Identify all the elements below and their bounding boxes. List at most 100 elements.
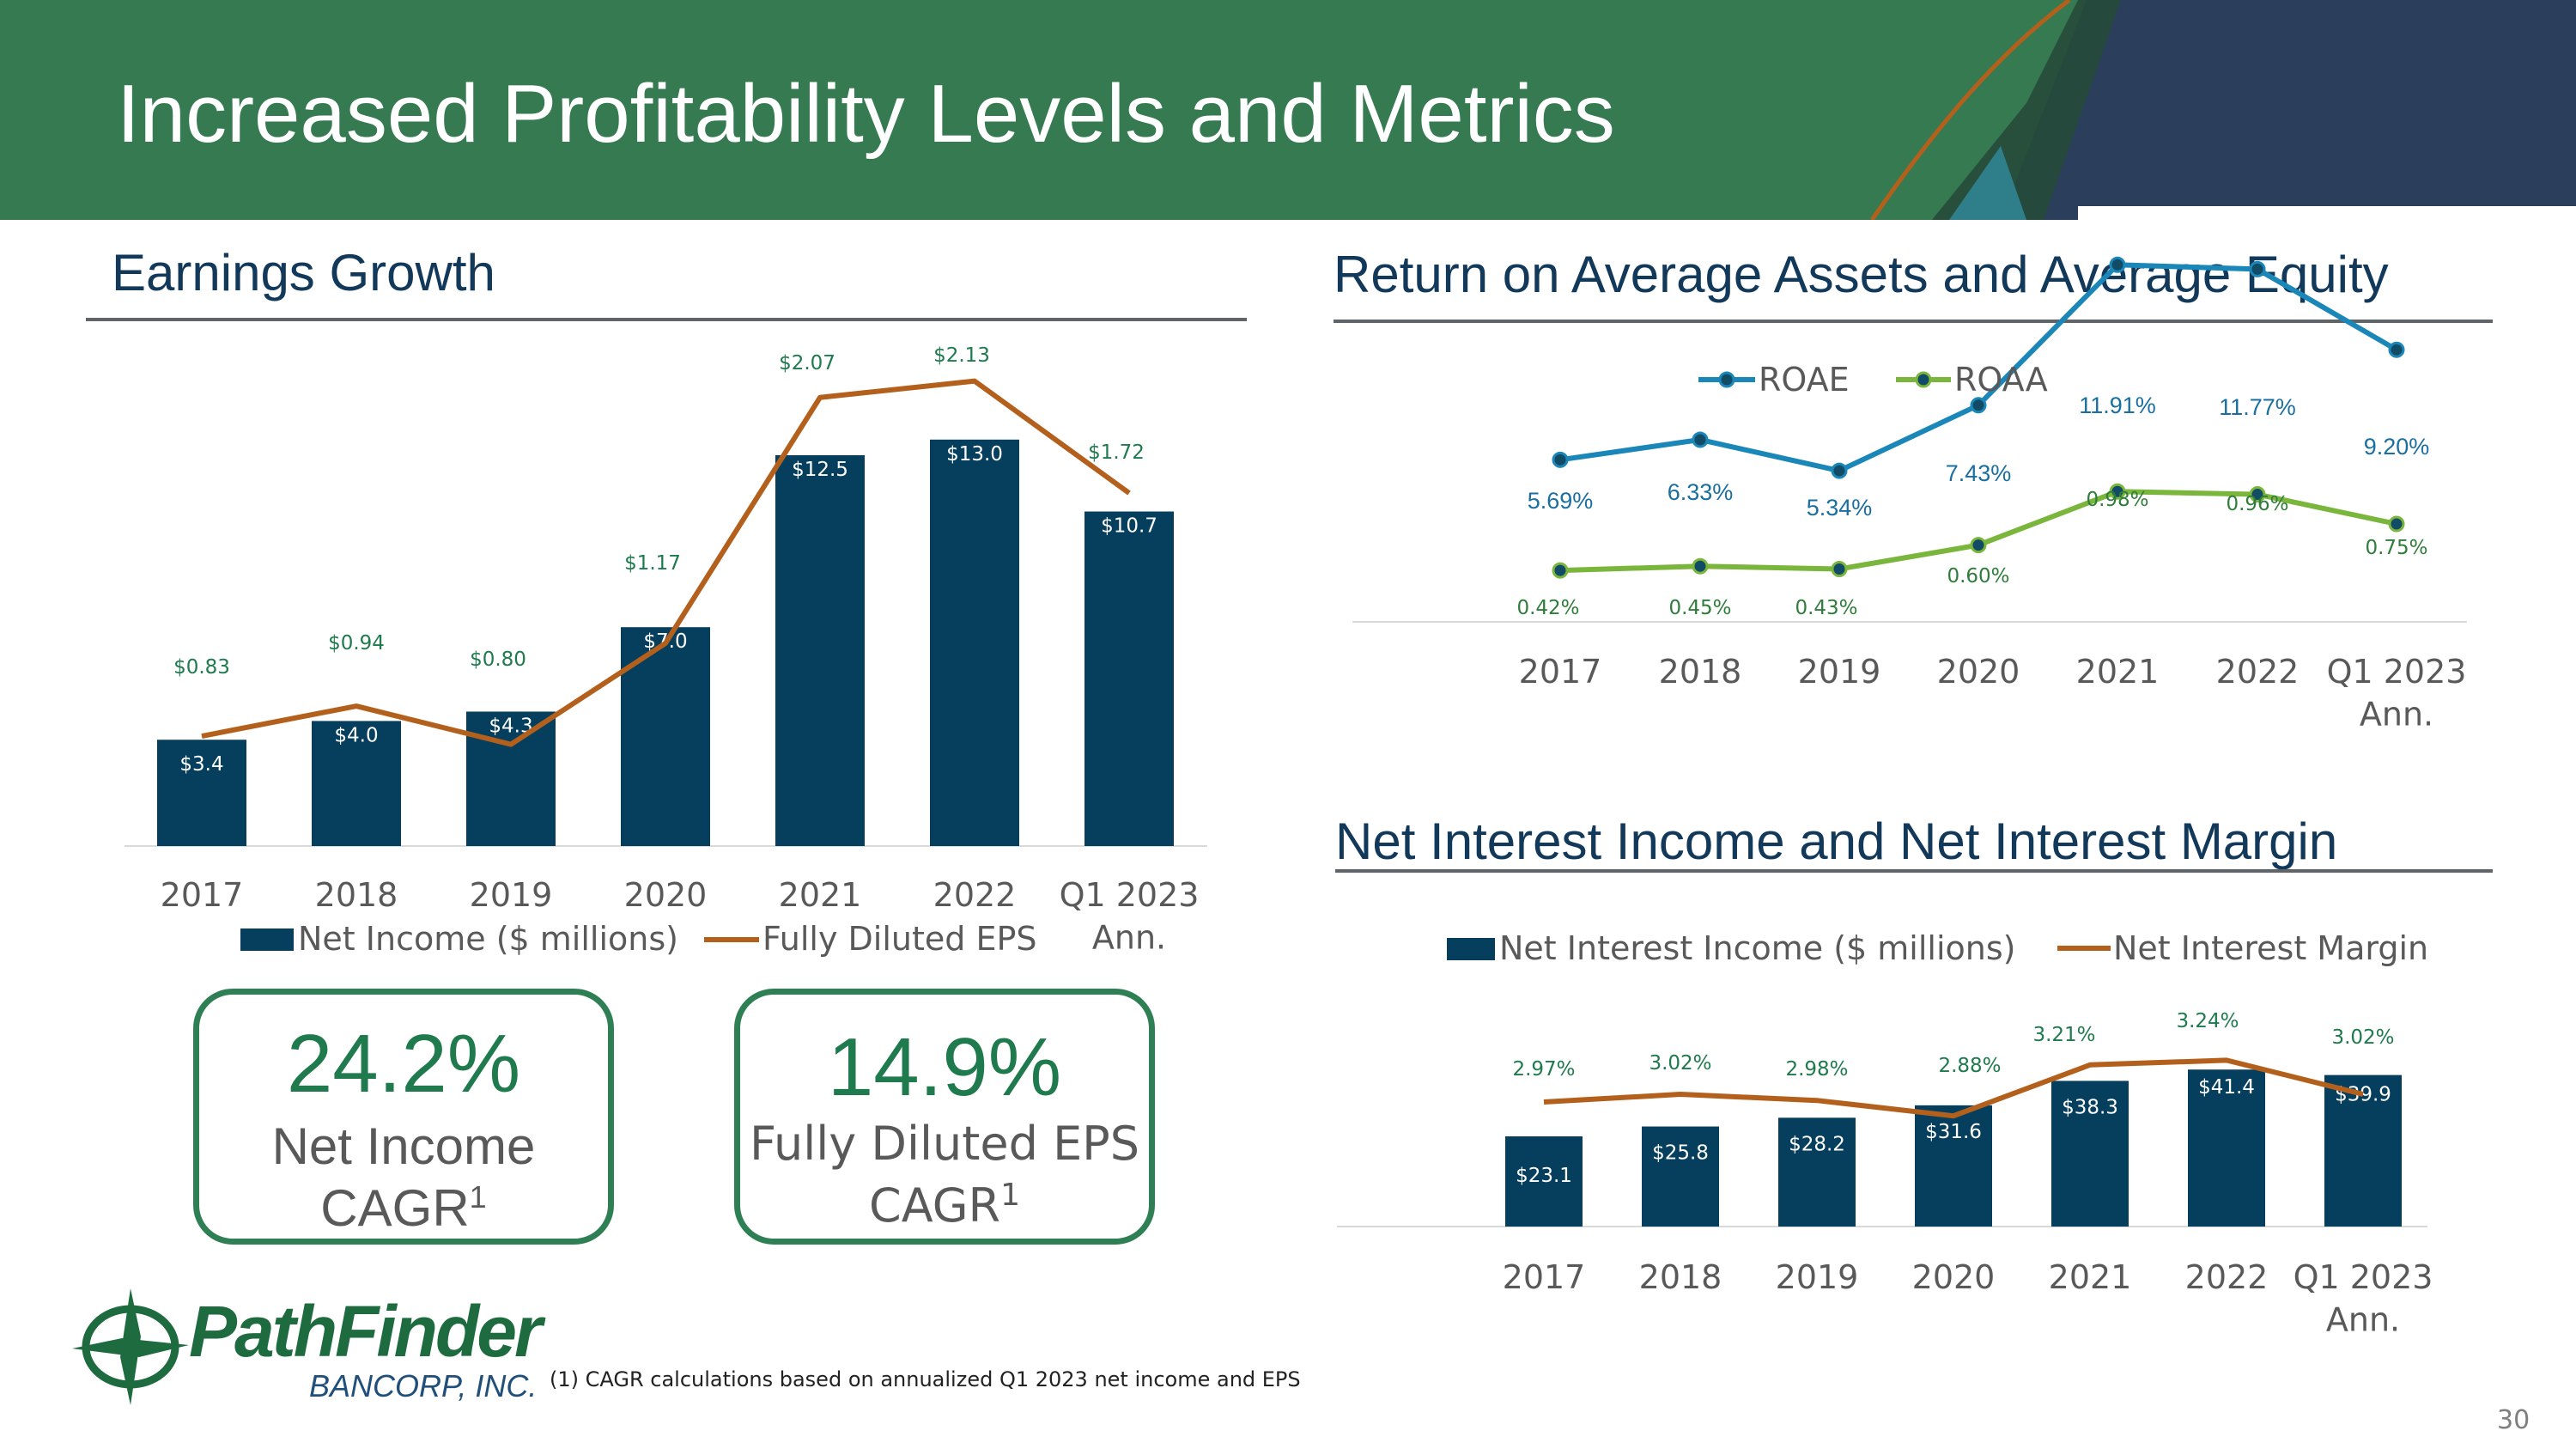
kpi-label-line2: CAGR1 [199, 1178, 608, 1238]
kpi-label-line2: CAGR1 [740, 1178, 1149, 1233]
roaa-data-label: 0.43% [1795, 597, 1857, 619]
net-income-bar [1084, 511, 1174, 846]
x-tick-label: 2017 [161, 876, 244, 914]
nii-bar-label: $25.8 [1652, 1142, 1709, 1165]
nim-data-label: 2.88% [1938, 1055, 2001, 1077]
x-tick-label: 2021 [2076, 653, 2160, 691]
logo-wordmark: PathFinder [189, 1291, 543, 1372]
roae-data-label: 5.69% [1528, 488, 1594, 514]
net-income-bar [775, 455, 865, 846]
kpi-label: Net Income [271, 1117, 536, 1175]
roae-data-label: 9.20% [2364, 434, 2430, 460]
roaa-point [1692, 557, 1709, 575]
legend-eps: Fully Diluted EPS [762, 920, 1037, 958]
x-tick-label: 2022 [2216, 653, 2300, 691]
nii-bar [1642, 1126, 1719, 1227]
compass-cross-icon [72, 1288, 189, 1405]
net-income-cagr-box: 24.2% Net Income CAGR1 [193, 989, 614, 1245]
x-tick-label: 2018 [1659, 653, 1742, 691]
roae-point [1552, 451, 1569, 468]
eps-data-label: $0.94 [328, 632, 385, 654]
legend-net-income: Net Income ($ millions) [298, 920, 678, 958]
nim-data-label: 3.24% [2176, 1010, 2239, 1032]
eps-data-label: $1.72 [1088, 441, 1145, 464]
nii-bar-label: $23.1 [1516, 1165, 1572, 1187]
logo-subtitle: BANCORP, INC. [309, 1368, 538, 1403]
net-income-bar-label: $3.4 [179, 753, 223, 776]
roaa-point [1970, 537, 1987, 554]
nim-data-label: 3.21% [2032, 1024, 2095, 1046]
nii-bar [2188, 1069, 2265, 1227]
net-income-bar-label: $12.5 [792, 459, 848, 481]
nii-bar [2324, 1075, 2402, 1227]
x-tick-label: 2019 [470, 876, 553, 914]
eps-data-label: $0.83 [173, 656, 230, 679]
roaa-point [2109, 483, 2126, 500]
roae-point [1831, 462, 1848, 479]
eps-data-label: $1.17 [624, 552, 681, 575]
nii-section-title: Net Interest Income and Net Interest Mar… [1335, 813, 2338, 870]
eps-data-label: $0.80 [470, 648, 526, 671]
x-tick-label: 2018 [1639, 1258, 1722, 1296]
nii-title-rule [1335, 869, 2493, 873]
x-tick-label: 2022 [933, 876, 1017, 914]
nii-bar-label: $31.6 [1925, 1121, 1982, 1143]
x-tick-label: 2020 [624, 876, 708, 914]
x-tick-label: 2019 [1798, 653, 1881, 691]
roaa-data-label: 0.42% [1516, 597, 1579, 619]
x-tick-label: 2020 [1912, 1258, 1996, 1296]
kpi-cagr-text: CAGR [869, 1178, 1001, 1233]
roae-data-label: 11.77% [2219, 394, 2296, 420]
legend-roae: ROAE [1759, 361, 1850, 399]
header-banner: Increased Profitability Levels and Metri… [0, 0, 2576, 220]
roae-data-label: 6.33% [1668, 479, 1734, 505]
nii-bar [1505, 1136, 1583, 1227]
roaa-data-label: 0.60% [1947, 565, 2009, 588]
legend-bar-swatch [1447, 938, 1495, 960]
roae-data-label: 7.43% [1946, 460, 2012, 486]
footnote: (1) CAGR calculations based on annualize… [550, 1367, 1301, 1391]
page-title: Increased Profitability Levels and Metri… [117, 68, 1615, 160]
earnings-section-title: Earnings Growth [112, 244, 495, 301]
eps-data-label: $2.13 [933, 344, 990, 367]
nii-bar [1915, 1105, 1992, 1227]
x-tick-label: 2017 [1503, 1258, 1586, 1296]
net-income-bar-label: $4.0 [334, 724, 378, 746]
nim-data-label: 3.02% [2331, 1026, 2394, 1049]
earnings-title-rule [86, 318, 1247, 321]
net-income-bar [621, 627, 710, 846]
nim-data-label: 3.02% [1649, 1052, 1711, 1075]
roaa-data-label: 0.75% [2365, 537, 2427, 559]
pathfinder-logo: PathFinder BANCORP, INC. [70, 1287, 551, 1416]
nii-bar-label: $38.3 [2062, 1096, 2118, 1118]
x-tick-label: 2020 [1937, 653, 2020, 691]
roae-point [1970, 397, 1987, 414]
x-tick-label: 2017 [1519, 653, 1602, 691]
roaa-data-label: 0.96% [2226, 493, 2288, 515]
nii-bar-label: $41.4 [2198, 1076, 2255, 1099]
kpi-cagr-text: CAGR [320, 1179, 470, 1237]
roaa-data-label: 0.45% [1668, 597, 1731, 619]
nim-data-label: 2.97% [1512, 1058, 1575, 1081]
roae-point [2388, 341, 2405, 358]
x-tick-label: 2021 [2049, 1258, 2132, 1296]
roaa-point [1831, 560, 1848, 577]
returns-title-rule [1334, 320, 2493, 323]
roae-data-label: 11.91% [2079, 393, 2156, 418]
legend-bar-swatch [240, 928, 294, 951]
nii-bar [2051, 1081, 2129, 1227]
roaa-data-label: 0.98% [2086, 489, 2148, 511]
net-income-bar-label: $10.7 [1101, 515, 1157, 538]
header-decoration [1869, 0, 2576, 220]
eps-cagr-box: 14.9% Fully Diluted EPS CAGR1 [734, 989, 1155, 1245]
legend-roaa-marker [1915, 371, 1932, 388]
nim-line [1543, 1057, 2364, 1119]
eps-data-label: $2.07 [779, 352, 835, 374]
roae-point [2109, 256, 2126, 273]
nii-bar-label: $28.2 [1789, 1133, 1845, 1155]
roaa-point [2249, 486, 2266, 503]
net-income-bar-label: $13.0 [946, 443, 1003, 466]
net-income-bar [466, 711, 556, 846]
x-tick-label: Q1 2023 Ann. [1060, 876, 1200, 956]
